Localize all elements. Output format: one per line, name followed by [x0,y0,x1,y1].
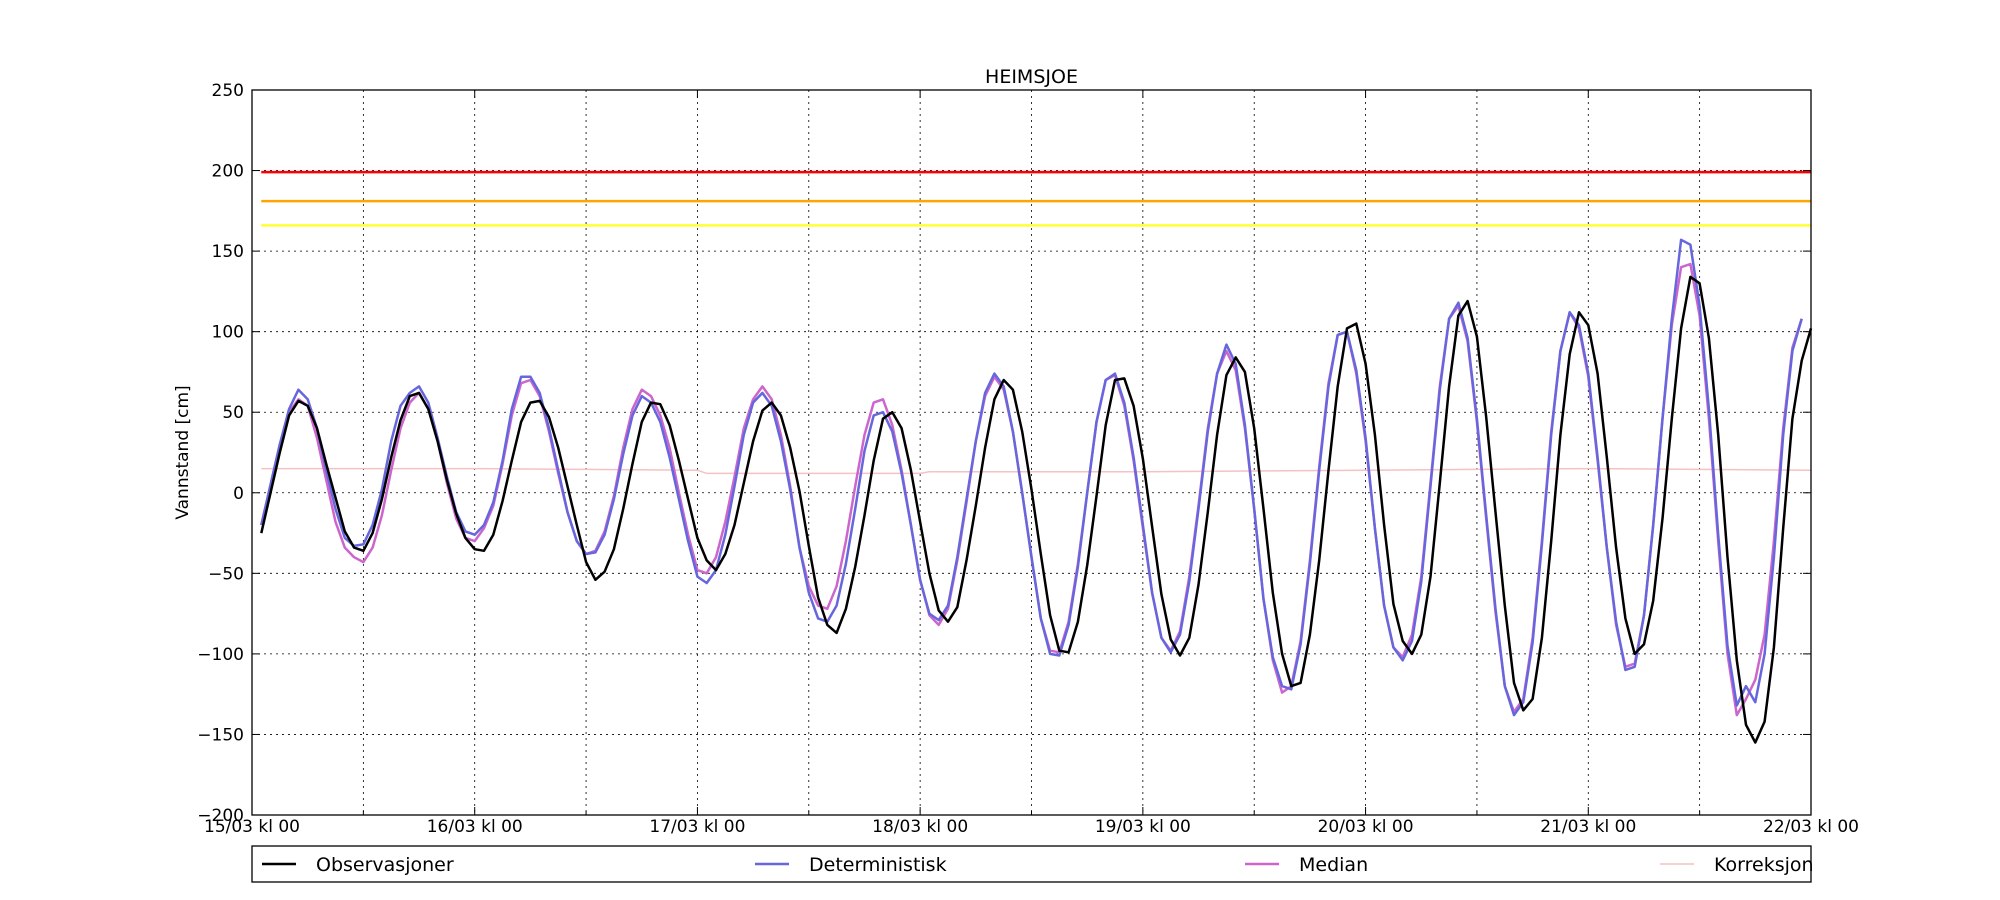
y-tick-label: −200 [197,806,244,826]
y-tick-label: 200 [212,162,244,182]
threshold-layer [261,170,1811,227]
chart-title: HEIMSJOE [985,66,1078,88]
legend-box [251,845,1812,883]
legend: Observasjoner Deterministisk Median Korreks… [251,845,1814,883]
x-tick-label: 17/03 kl 00 [649,817,745,837]
grid-layer [252,90,1811,815]
y-axis-label: Vannstand [cm] [173,385,193,519]
series-layer [260,238,1813,744]
legend-label: Korreksjon [1714,854,1814,876]
series-line-deterministisk [260,238,1803,717]
x-tick-label: 16/03 kl 00 [427,817,523,837]
series-line-observasjoner [260,275,1813,744]
legend-label: Observasjoner [316,854,454,876]
y-tick-label: −50 [208,564,244,584]
legend-items: Observasjoner Deterministisk Median Korreks… [262,854,1814,876]
x-tick-label: 15/03 kl 00 [204,817,300,837]
x-tick-label: 20/03 kl 00 [1318,817,1414,837]
y-tick-label: −150 [197,725,244,745]
x-tick-label: 18/03 kl 00 [872,817,968,837]
series-line-korreksjon [261,467,1812,475]
y-tick-label: 150 [212,242,244,262]
y-tick-label: 100 [212,323,244,343]
legend-label: Median [1299,854,1368,876]
y-tick-label: 0 [233,484,244,504]
y-tick-label: 50 [222,403,244,423]
x-tick-label: 19/03 kl 00 [1095,817,1191,837]
y-tick-label: 250 [212,81,244,101]
y-tick-label: −100 [197,645,244,665]
x-tick-label: 21/03 kl 00 [1540,817,1636,837]
legend-label: Deterministisk [809,854,947,876]
x-tick-label: 22/03 kl 00 [1763,817,1859,837]
